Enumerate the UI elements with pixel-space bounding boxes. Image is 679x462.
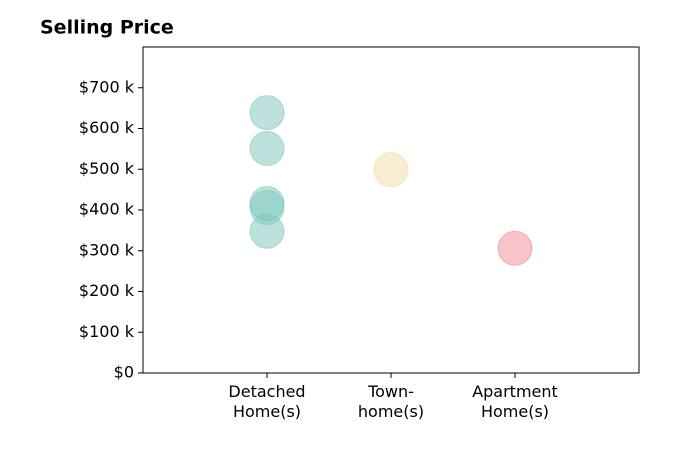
x-tick-label: Apartment Home(s) — [472, 382, 558, 421]
point — [497, 230, 533, 266]
y-tick-label: $600 k — [79, 118, 135, 137]
chart-title: Selling Price — [40, 17, 174, 39]
point — [373, 152, 409, 188]
plot-frame — [142, 46, 640, 374]
point — [249, 213, 285, 249]
point — [249, 95, 285, 131]
point — [249, 130, 285, 166]
x-tick-label: Detached Home(s) — [228, 382, 306, 421]
y-tick-label: $0 — [114, 363, 134, 382]
y-tick-label: $200 k — [79, 281, 135, 300]
y-tick-label: $500 k — [79, 159, 135, 178]
x-tick-label: Town- home(s) — [357, 382, 425, 421]
y-tick-label: $100 k — [79, 322, 135, 341]
y-tick-label: $700 k — [79, 77, 135, 96]
y-tick-label: $400 k — [79, 200, 135, 219]
y-tick-label: $300 k — [79, 240, 135, 259]
